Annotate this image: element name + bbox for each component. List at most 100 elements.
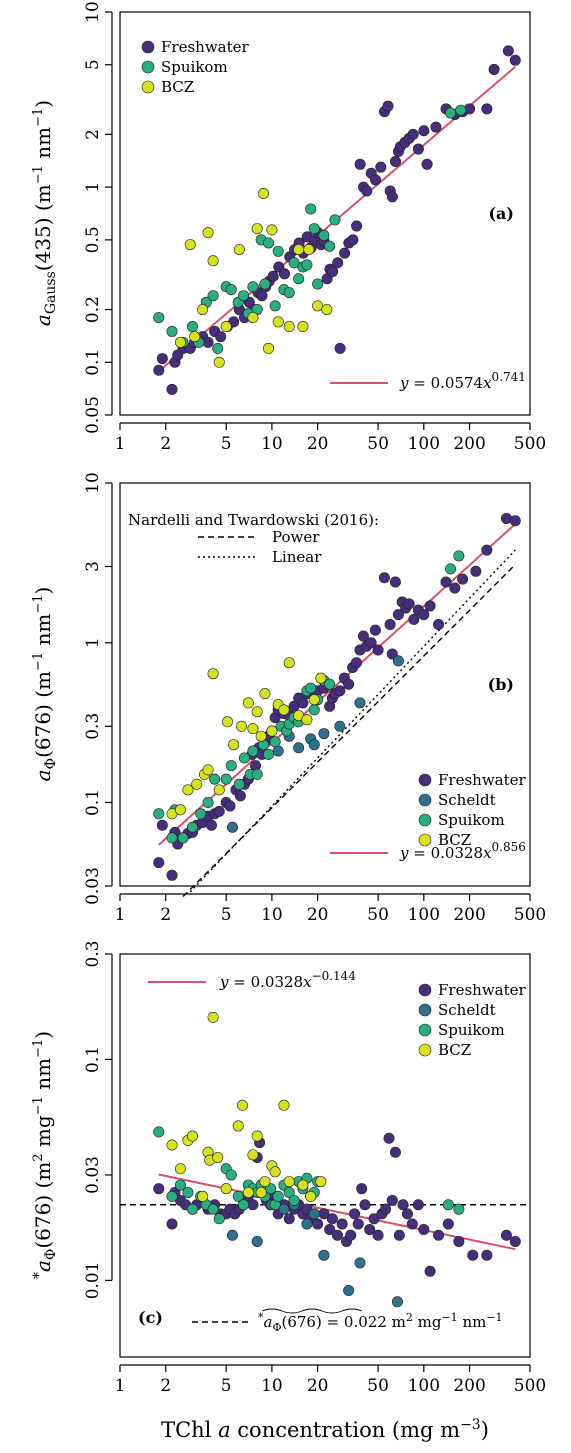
panel-label: (a) (488, 204, 514, 223)
x-tick-label: 10 (261, 1376, 283, 1396)
legend: Freshwater Scheldt Spuikom BCZ (418, 771, 527, 849)
fit-line (158, 1173, 516, 1251)
x-tick-label: 200 (453, 1376, 485, 1396)
y-axis-label: aΦ(676) (m−1 nm−1) (31, 587, 59, 782)
point-spuikom (263, 748, 275, 760)
point-bcz (207, 1011, 219, 1023)
fit-line-group (158, 1173, 516, 1251)
point-bcz (255, 1186, 267, 1198)
point-freshwater (336, 1218, 348, 1230)
point-spuikom (324, 240, 336, 252)
point-spuikom (212, 342, 224, 354)
point-freshwater (386, 191, 398, 203)
point-bcz (297, 1179, 309, 1191)
point-spuikom (177, 832, 189, 844)
point-freshwater (382, 100, 394, 112)
data-points (153, 45, 521, 395)
point-bcz (283, 657, 295, 669)
reference-legend: Power Linear (198, 528, 322, 566)
point-freshwater (349, 1208, 361, 1220)
point-bcz (233, 244, 245, 256)
x-tick-label: 5 (221, 905, 232, 925)
point-bcz (197, 1190, 209, 1202)
point-spuikom (182, 1186, 194, 1198)
point-freshwater (339, 247, 351, 259)
point-freshwater (352, 1218, 364, 1230)
point-freshwater (481, 544, 493, 556)
point-freshwater (407, 128, 419, 140)
point-freshwater (357, 630, 369, 642)
legend-label: BCZ (161, 78, 194, 96)
point-scheldt (251, 1235, 263, 1247)
point-spuikom (213, 1213, 225, 1225)
point-freshwater (509, 54, 521, 66)
point-bcz (297, 321, 309, 333)
y-tick-label: 5 (83, 59, 103, 70)
legend-label: Spuikom (438, 1021, 505, 1039)
point-bcz (174, 1163, 186, 1175)
point-spuikom (305, 203, 317, 215)
point-spuikom (272, 245, 284, 257)
point-spuikom (225, 1169, 237, 1181)
x-tick-label: 2 (160, 905, 171, 925)
point-spuikom (288, 257, 300, 269)
y-tick-label: 0.3 (83, 713, 103, 740)
plot-frame (119, 482, 531, 887)
x-tick-label: 1 (115, 1376, 126, 1396)
point-freshwater (356, 1183, 368, 1195)
point-freshwater (326, 1213, 338, 1225)
reference-line-linear (189, 549, 516, 893)
point-bcz (174, 336, 186, 348)
point-spuikom (308, 704, 320, 716)
y-tick-label: 1 (83, 637, 103, 648)
point-spuikom (283, 287, 295, 299)
point-bcz (236, 1099, 248, 1111)
legend-marker-scheldt (418, 1003, 432, 1017)
x-ticks: 1 2 5 10 20 50 100 200 500 (115, 893, 546, 925)
point-freshwater (509, 515, 521, 527)
tilde-mark (261, 1308, 363, 1314)
point-bcz (312, 300, 324, 312)
x-tick-label: 200 (453, 905, 485, 925)
point-spuikom (259, 278, 271, 290)
point-bcz (259, 688, 271, 700)
point-spuikom (233, 778, 245, 790)
x-ticks: 1 2 5 10 20 50 100 200 500 (115, 422, 546, 454)
point-bcz (228, 739, 240, 751)
point-freshwater (153, 1183, 165, 1195)
y-tick-label: 0.05 (83, 396, 103, 434)
point-freshwater (354, 158, 366, 170)
point-bcz (247, 1149, 259, 1161)
point-bcz (266, 725, 278, 737)
point-bcz (202, 764, 214, 776)
point-spuikom (202, 796, 214, 808)
y-tick-label: 0.03 (83, 1156, 103, 1194)
point-freshwater (166, 1218, 178, 1230)
point-freshwater (378, 572, 390, 584)
point-freshwater (166, 869, 178, 881)
point-freshwater (393, 1229, 405, 1241)
y-tick-label: 0.03 (83, 867, 103, 905)
point-freshwater (153, 857, 165, 869)
legend-marker-spuikom (141, 60, 155, 74)
reference-legend-label: Power (272, 528, 320, 546)
point-freshwater (156, 819, 168, 831)
point-freshwater (368, 1213, 380, 1225)
point-bcz (321, 304, 333, 316)
panel-a: 1 2 5 10 20 50 100 200 500 0.05 0.1 0.2 0.5 1 2 5 10 (a… (31, 1, 546, 454)
legend: Freshwater Scheldt Spuikom BCZ (418, 981, 527, 1059)
point-scheldt (392, 655, 404, 667)
point-freshwater (481, 103, 493, 115)
x-tick-label: 50 (367, 434, 389, 454)
y-ticks: 0.03 0.1 0.3 1 3 10 (83, 472, 113, 905)
fit-equation: y = 0.0328x−0.144 (219, 969, 356, 991)
point-freshwater (421, 158, 433, 170)
legend-label: Scheldt (438, 1001, 496, 1019)
x-tick-label: 200 (453, 434, 485, 454)
legend-marker-spuikom (418, 1023, 432, 1037)
legend: Freshwater Spuikom BCZ (141, 38, 250, 96)
point-freshwater (372, 644, 384, 656)
x-tick-label: 500 (514, 1376, 546, 1396)
point-freshwater (372, 1229, 384, 1241)
point-bcz (202, 227, 214, 239)
